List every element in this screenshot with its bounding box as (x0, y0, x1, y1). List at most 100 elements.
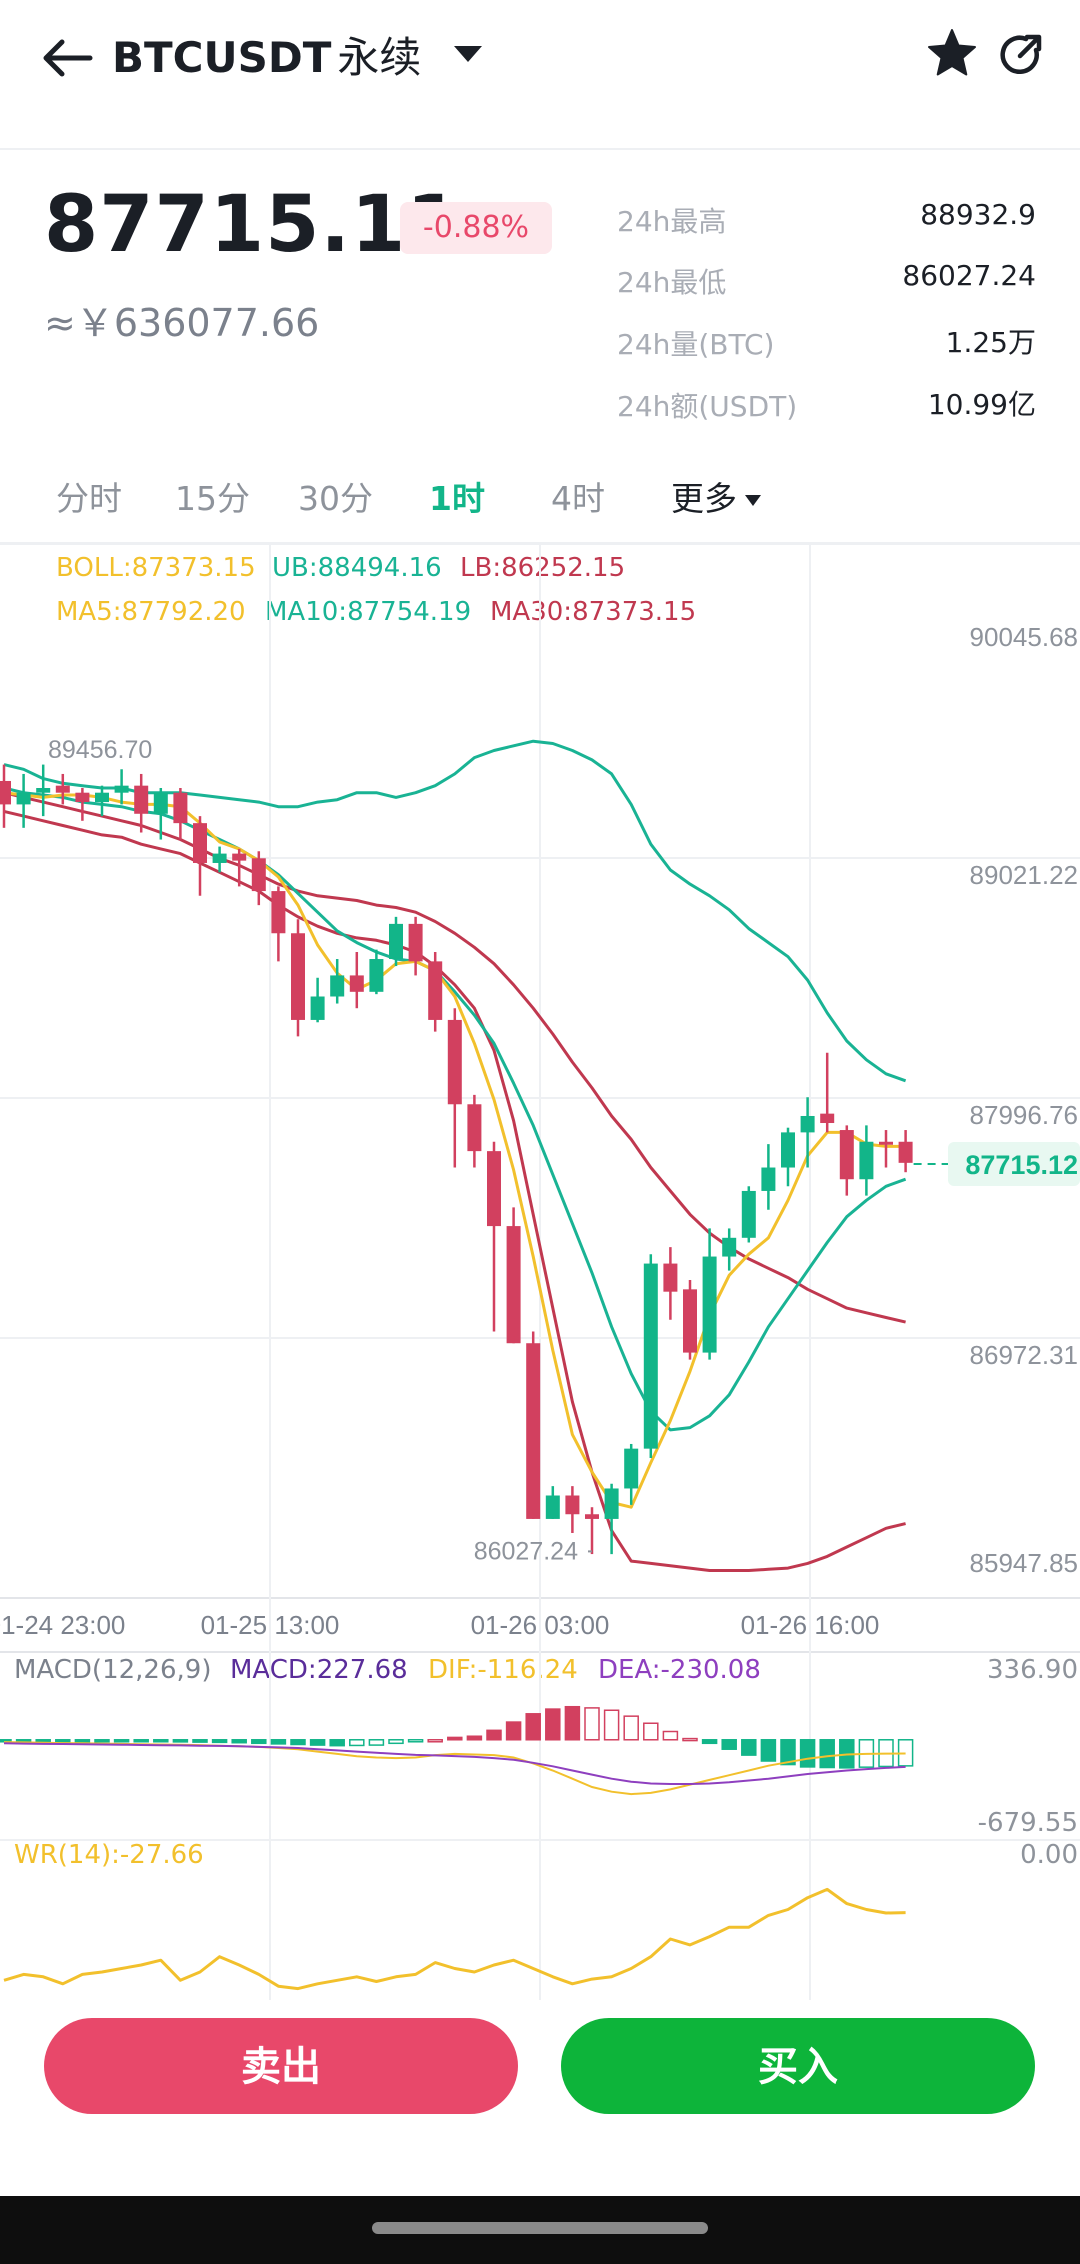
macd-histogram-bar (799, 1739, 816, 1768)
macd-histogram-bar (172, 1739, 189, 1743)
macd-histogram-bar (603, 1709, 620, 1741)
candle-body (389, 923, 403, 960)
candle-body (781, 1132, 795, 1168)
macd-histogram-bar (819, 1739, 835, 1769)
macd-histogram-bar (55, 1739, 71, 1743)
macd-histogram-bar (270, 1739, 287, 1745)
sell-button[interactable]: 卖出 (44, 2018, 518, 2114)
y-axis-label: 89021.22 (970, 860, 1078, 890)
stat-label-high: 24h最高 (617, 205, 727, 238)
tab-more-label: 更多 (671, 479, 737, 518)
star-icon[interactable] (924, 26, 980, 82)
ma30-value: MA30:87373.15 (490, 597, 697, 627)
share-icon[interactable] (996, 30, 1046, 80)
home-indicator[interactable] (372, 2222, 708, 2234)
top-bar: BTCUSDT 永续 (0, 0, 1080, 150)
stat-value-volume: 1.25万 (945, 326, 1036, 359)
x-axis-label: 01-25 13:00 (201, 1610, 340, 1640)
caret-down-icon[interactable] (450, 38, 486, 68)
macd-histogram-bar (349, 1739, 365, 1747)
macd-histogram-bar (368, 1739, 385, 1746)
candle-body (114, 785, 129, 793)
candle-body (173, 792, 188, 824)
candle-body (153, 792, 168, 814)
macd-histogram-bar (153, 1739, 169, 1743)
candle-body (722, 1237, 737, 1257)
macd-histogram-bar (231, 1739, 247, 1744)
candle-body (624, 1448, 639, 1489)
macd-dif-value: DIF:-116.24 (428, 1655, 578, 1685)
candle-body (310, 996, 325, 1020)
tab-more[interactable]: 更多 (671, 472, 761, 520)
kline-chart[interactable]: 90045.68 89021.22 87996.76 86972.31 85947.85… (0, 544, 1080, 2000)
macd-histogram-bar (447, 1736, 463, 1741)
candle-body (330, 975, 345, 997)
macd-histogram-bar (584, 1707, 600, 1741)
ma30-line (3, 791, 906, 1324)
x-axis-label: 01-24 23:00 (0, 1610, 125, 1640)
macd-histogram-bar (94, 1739, 110, 1743)
x-axis-label: 01-26 03:00 (471, 1610, 610, 1640)
candle-body (232, 853, 247, 861)
macd-histogram-bar (407, 1739, 424, 1743)
macd-histogram-bar (329, 1739, 345, 1747)
macd-histogram-bar (466, 1735, 483, 1741)
x-axis-label: 01-26 16:00 (741, 1610, 880, 1640)
macd-histogram-bar (486, 1729, 502, 1741)
candle-body (526, 1343, 541, 1519)
candle-body (95, 792, 109, 803)
symbol-label: BTCUSDT (112, 33, 332, 82)
tab-30m[interactable]: 30分 (298, 479, 373, 518)
boll-lower-value: LB:86252.15 (460, 553, 626, 583)
macd-histogram-bar (525, 1713, 541, 1741)
macd-histogram-bar (309, 1739, 326, 1746)
macd-histogram-bar (701, 1739, 718, 1745)
candle-body (683, 1289, 697, 1353)
macd-histogram-bar (211, 1739, 228, 1744)
candle-body (75, 792, 90, 803)
stat-label-turnover: 24h额(USDT) (617, 390, 798, 423)
wr-title: WR(14):-27.66 (14, 1840, 204, 1870)
candle-body (545, 1495, 560, 1519)
candle-body (212, 853, 227, 863)
candle-body (251, 858, 266, 892)
y-axis-label: 85947.85 (970, 1548, 1078, 1578)
macd-histogram-bar (192, 1739, 208, 1743)
stat-label-low: 24h最低 (617, 266, 727, 299)
macd-histogram-bar (564, 1705, 581, 1741)
macd-dea-line (3, 1742, 906, 1785)
macd-histogram-bar (290, 1739, 306, 1746)
macd-axis-top: 336.90 (987, 1655, 1078, 1685)
candle-body (271, 891, 286, 934)
candle-body (800, 1115, 815, 1133)
macd-histogram-bar (74, 1739, 91, 1743)
caret-down-icon (745, 495, 761, 506)
candle-body (16, 792, 31, 805)
buy-button[interactable]: 买入 (561, 2018, 1035, 2114)
tab-4h[interactable]: 4时 (551, 479, 605, 518)
ma5-value: MA5:87792.20 (56, 597, 246, 627)
candle-body (565, 1495, 580, 1515)
stat-label-volume: 24h量(BTC) (617, 328, 775, 361)
macd-histogram-bar (643, 1722, 659, 1741)
candle-body (447, 1019, 462, 1105)
candle-body (663, 1263, 678, 1292)
candle-body (702, 1256, 717, 1353)
tab-15m[interactable]: 15分 (175, 479, 250, 518)
macd-histogram-bar (427, 1739, 443, 1743)
macd-value: MACD:227.68 (230, 1655, 408, 1685)
tab-1h[interactable]: 1时 (429, 479, 485, 518)
macd-histogram-bar (721, 1739, 737, 1750)
candle-body (467, 1104, 482, 1152)
macd-histogram-bar (251, 1739, 267, 1745)
interval-tabs: 分时 15分 30分 1时 4时 更多 (0, 462, 1080, 544)
candle-body (36, 788, 51, 793)
candle-body (643, 1263, 658, 1449)
macd-axis-bottom: -679.55 (977, 1808, 1078, 1838)
page-title[interactable]: BTCUSDT 永续 (112, 24, 421, 85)
macd-histogram-bar (662, 1730, 679, 1741)
tab-timeline[interactable]: 分时 (56, 479, 122, 518)
candle-body (193, 823, 207, 863)
back-arrow-icon[interactable] (40, 30, 96, 86)
stat-value-low: 86027.24 (902, 259, 1036, 292)
